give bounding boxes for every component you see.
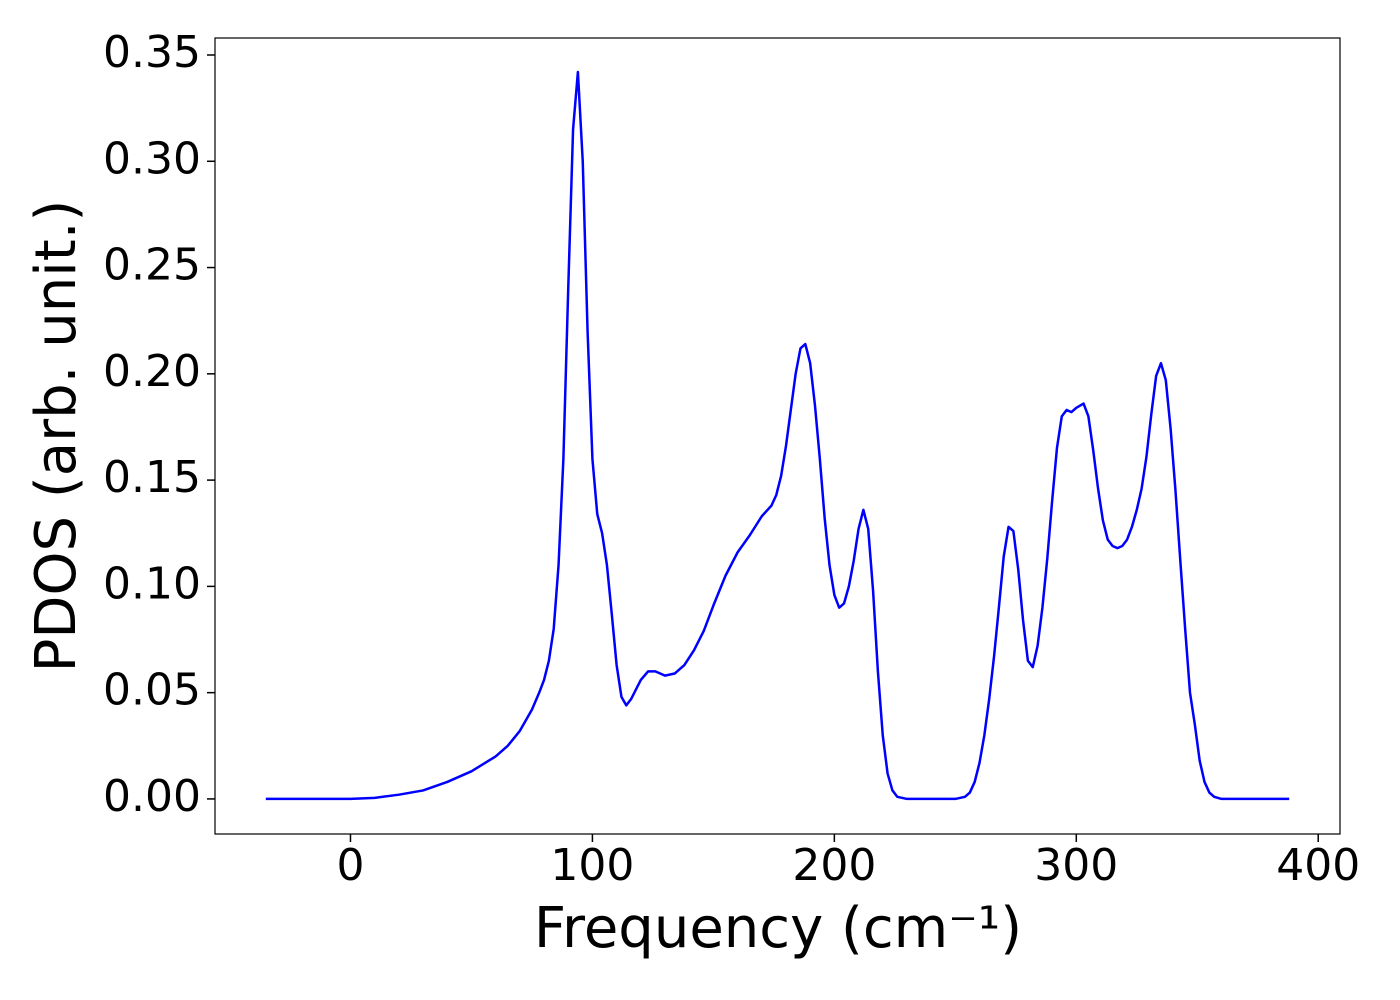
y-tick-label: 0.00 [103, 771, 201, 822]
x-tick-label: 400 [1276, 840, 1360, 891]
y-tick-label: 0.10 [103, 558, 201, 609]
x-tick-label: 100 [550, 840, 634, 891]
y-tick-label: 0.05 [103, 665, 201, 716]
y-axis-label: PDOS (arb. unit.) [24, 200, 89, 673]
y-tick-label: 0.15 [103, 452, 201, 503]
x-axis-label: Frequency (cm⁻¹) [534, 896, 1022, 961]
x-tick-label: 200 [792, 840, 876, 891]
plot-frame [214, 37, 1341, 835]
y-tick-label: 0.25 [103, 240, 201, 291]
y-tick-label: 0.35 [103, 27, 201, 78]
y-tick-label: 0.30 [103, 133, 201, 184]
line [265, 70, 1290, 801]
y-tick-label: 0.20 [103, 346, 201, 397]
x-tick-label: 0 [336, 840, 364, 891]
x-tick-label: 300 [1034, 840, 1118, 891]
